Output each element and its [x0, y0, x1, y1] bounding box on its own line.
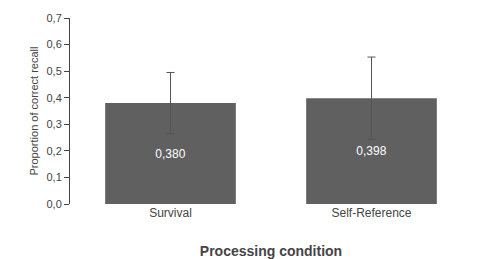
- svg-text:0,0: 0,0: [47, 198, 62, 210]
- svg-text:Survival: Survival: [149, 206, 192, 220]
- svg-text:0,4: 0,4: [47, 92, 62, 104]
- svg-text:0,5: 0,5: [47, 65, 62, 77]
- svg-text:0,1: 0,1: [47, 171, 62, 183]
- svg-text:0,380: 0,380: [155, 147, 185, 161]
- svg-text:Self-Reference: Self-Reference: [331, 206, 411, 220]
- svg-text:0,398: 0,398: [356, 144, 386, 158]
- svg-text:0,2: 0,2: [47, 145, 62, 157]
- svg-text:0,7: 0,7: [47, 12, 62, 24]
- svg-text:0,6: 0,6: [47, 38, 62, 50]
- svg-text:0,3: 0,3: [47, 118, 62, 130]
- svg-text:Proportion of correct recall: Proportion of correct recall: [28, 47, 40, 176]
- svg-text:Processing condition: Processing condition: [200, 243, 342, 259]
